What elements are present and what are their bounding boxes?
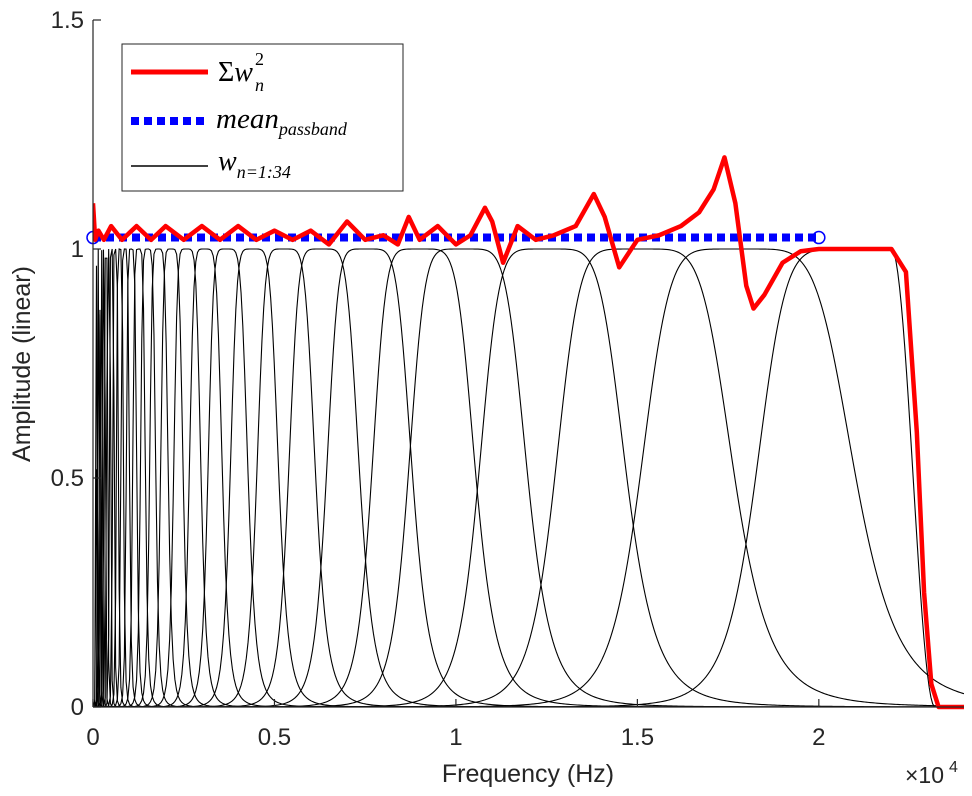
legend-sum-symbol: Σ <box>218 57 234 88</box>
legend-sum-sub: n <box>255 75 264 95</box>
x-tick-label: 0 <box>86 724 99 751</box>
legend: Σw 2 n meanpassband wn=1:34 <box>122 44 403 191</box>
legend-mean-var: mean <box>216 103 279 135</box>
legend-bands-sub: n=1:34 <box>237 162 291 182</box>
x-tick-label: 0.5 <box>258 724 291 751</box>
legend-sum-var: w <box>234 57 253 88</box>
legend-mean-sub: passband <box>277 119 348 139</box>
x-exponent-base: ×10 <box>905 762 944 788</box>
y-axis-label: Amplitude (linear) <box>8 266 36 462</box>
y-tick-label: 1.5 <box>51 7 84 34</box>
y-tick-label: 0.5 <box>51 465 84 492</box>
x-axis-label: Frequency (Hz) <box>442 760 614 788</box>
x-tick-label: 1.5 <box>621 724 654 751</box>
legend-label-sum: Σw <box>218 57 253 88</box>
y-tick-label: 1 <box>71 236 84 263</box>
legend-bands-var: w <box>218 146 237 177</box>
y-tick-label: 0 <box>71 694 84 721</box>
x-exponent-power: 4 <box>949 759 958 776</box>
legend-sum-sup: 2 <box>255 49 264 69</box>
x-tick-label: 1 <box>449 724 462 751</box>
x-tick-label: 2 <box>812 724 825 751</box>
